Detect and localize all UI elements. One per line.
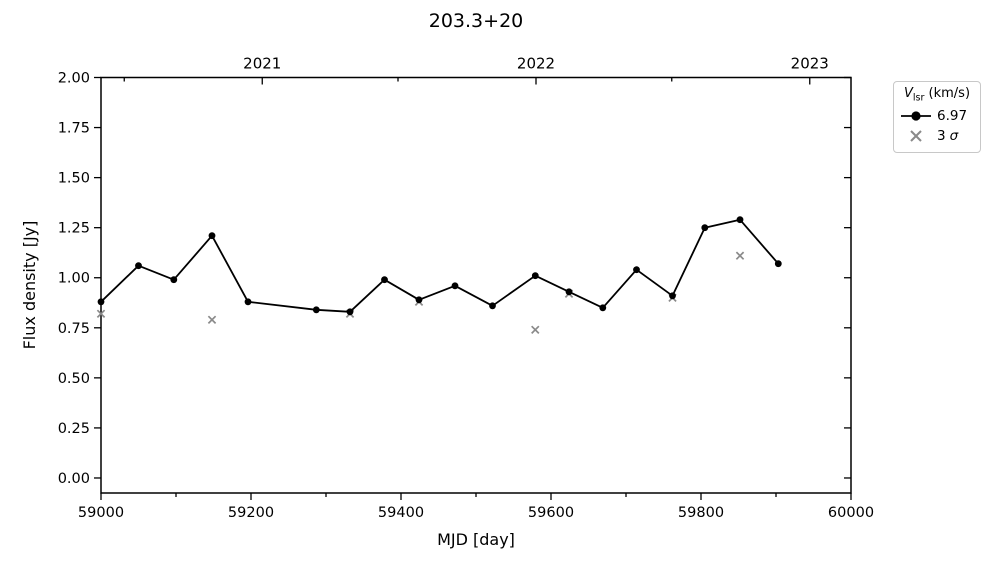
right-axis (844, 76, 851, 479)
y-tick-label: 0.75 (58, 321, 90, 337)
y-tick-label: 0.50 (58, 371, 90, 387)
legend-entry-velocity-label: 6.97 (937, 107, 968, 124)
data-point-marker (531, 272, 539, 280)
legend-entry-flux-line: 6.97 (900, 106, 974, 126)
data-point-marker (451, 282, 459, 290)
y-axis-label: Flux density [Jy] (20, 220, 39, 350)
flux-line-series (97, 216, 782, 316)
data-point-marker (135, 262, 142, 270)
data-point-marker (736, 216, 744, 224)
x-axis-label: MJD [day] (437, 530, 515, 549)
sigma-symbol: σ (949, 127, 959, 144)
x-tick-label: 59200 (228, 505, 274, 521)
legend-title-variable: V (903, 86, 913, 101)
axes-frame (100, 76, 852, 494)
line-circle-marker-icon (901, 110, 931, 121)
data-point-marker (489, 302, 496, 310)
sigma-count: 3 (937, 127, 946, 144)
data-point-marker (669, 292, 676, 300)
data-point-marker (381, 276, 388, 284)
flux-line (100, 218, 779, 313)
sigma-scatter-series (96, 251, 745, 335)
data-point-marker (633, 266, 640, 274)
y-tick-label: 1.25 (58, 221, 90, 237)
y-tick-label: 0.25 (58, 421, 90, 437)
x-tick-label: 59600 (528, 505, 574, 521)
x-marker-icon (910, 129, 922, 142)
data-point-marker (346, 308, 354, 316)
data-point-marker (774, 260, 782, 268)
data-point-marker (565, 288, 573, 296)
y-tick-label: 0.00 (58, 471, 90, 487)
x-tick-label: 60000 (828, 505, 874, 521)
data-point-marker (97, 298, 105, 306)
x-axis: 59000 59200 59400 59600 59800 60000 (78, 493, 874, 521)
y-tick-label: 1.50 (58, 171, 90, 187)
y-tick-label: 2.00 (58, 71, 90, 87)
data-point-marker (244, 298, 252, 306)
legend-title-subscript: lsr (912, 92, 925, 104)
data-point-marker (701, 224, 709, 232)
data-point-marker (312, 306, 320, 314)
y-tick-label: 1.00 (58, 271, 90, 287)
legend-title: Vlsr (km/s) (900, 86, 974, 104)
year-tick-label: 2023 (791, 55, 829, 73)
data-point-marker (415, 296, 423, 304)
data-point-marker (208, 232, 216, 240)
y-tick-label: 1.75 (58, 121, 90, 137)
data-point-marker (599, 304, 607, 312)
year-tick-label: 2022 (517, 55, 555, 73)
legend-title-units: (km/s) (924, 86, 971, 101)
data-point-marker (170, 276, 178, 284)
year-tick-label: 2021 (243, 55, 281, 73)
chart-title: 203.3+20 (428, 10, 524, 32)
top-axis: 2021 2022 2023 (123, 55, 829, 85)
y-axis: 0.00 0.25 0.50 0.75 1.00 1.25 1.50 1.75 2.00 (58, 71, 101, 487)
x-tick-label: 59800 (678, 505, 724, 521)
x-tick-label: 59400 (378, 505, 424, 521)
x-tick-label: 59000 (78, 505, 124, 521)
